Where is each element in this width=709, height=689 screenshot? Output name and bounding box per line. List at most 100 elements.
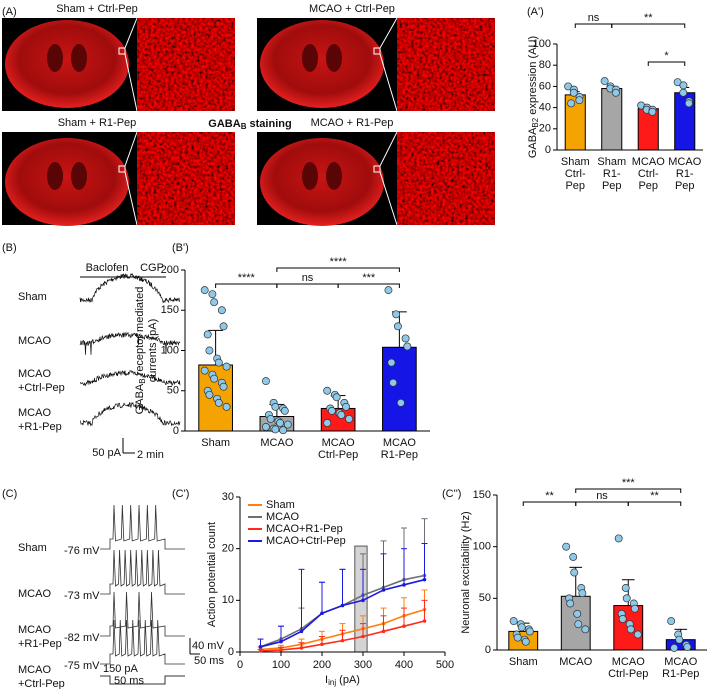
condition-label: MCAO + R1-Pep xyxy=(311,117,394,129)
x-tick-label: 100 xyxy=(272,659,290,671)
data-point xyxy=(562,542,571,551)
brain-ventricle xyxy=(71,44,87,72)
series-marker xyxy=(340,638,345,643)
brain-section xyxy=(260,138,384,226)
x-tick-label: Sham xyxy=(201,437,230,449)
data-point xyxy=(573,609,582,618)
panel-label: (B) xyxy=(2,242,17,254)
zoom-line xyxy=(124,171,138,226)
data-point xyxy=(266,414,275,423)
x-axis-label-part: I xyxy=(325,674,328,686)
staining-images xyxy=(2,17,495,227)
data-point xyxy=(393,322,402,331)
significance-label: ** xyxy=(650,490,659,502)
data-point xyxy=(210,298,219,307)
brain-section xyxy=(5,20,129,108)
group-label: +R1-Pep xyxy=(18,421,62,433)
y-tick-label: 50 xyxy=(167,385,179,397)
data-point xyxy=(521,637,530,646)
data-point xyxy=(276,419,285,427)
scale-label: 40 mV xyxy=(192,640,224,652)
y-tick-label: 150 xyxy=(161,304,179,316)
y-tick-label: 200 xyxy=(161,264,179,276)
series-marker xyxy=(320,642,324,647)
data-point xyxy=(332,393,341,402)
x-tick-label: Pep xyxy=(565,180,585,192)
y-tick-label: 0 xyxy=(228,646,234,658)
x-tick-label: MCAO xyxy=(260,437,293,449)
significance-bracket xyxy=(611,23,686,28)
significance-bracket xyxy=(276,267,400,272)
data-point xyxy=(675,635,684,644)
panel-label: (B') xyxy=(172,242,189,254)
x-tick-label: MCAO xyxy=(632,156,665,168)
legend-label: MCAO+Ctrl-Pep xyxy=(266,535,346,547)
drug-label: Baclofen xyxy=(86,262,129,274)
staining-label-part: B xyxy=(241,122,247,131)
data-point xyxy=(342,402,351,411)
brain-ventricle xyxy=(326,162,342,190)
data-point xyxy=(633,630,642,639)
y-axis-label-part: Action potential count xyxy=(206,522,218,627)
data-point xyxy=(261,423,270,431)
condition-label: Sham + Ctrl-Pep xyxy=(56,3,138,15)
brain-ventricle xyxy=(71,162,87,190)
group-label: MCAO xyxy=(18,664,51,676)
data-point xyxy=(611,88,620,97)
significance-label: ns xyxy=(588,12,600,24)
y-tick-label: 40 xyxy=(539,102,551,114)
legend-label: MCAO+R1-Pep xyxy=(266,523,343,535)
x-tick-label: R1- xyxy=(603,168,621,180)
data-point xyxy=(200,366,209,375)
x-tick-label: Ctrl-Pep xyxy=(608,668,648,680)
bar xyxy=(382,346,417,432)
group-label: MCAO xyxy=(18,588,51,600)
y-axis-label-part: receptor mediated xyxy=(134,287,146,379)
data-point xyxy=(323,386,332,395)
x-tick-label: 500 xyxy=(436,659,454,671)
y-tick-label: 100 xyxy=(473,541,491,553)
data-point xyxy=(600,77,609,86)
potential-label: -76 mV xyxy=(64,545,100,557)
significance-bracket xyxy=(575,501,629,506)
x-tick-label: Ctrl- xyxy=(565,168,586,180)
data-point xyxy=(222,362,231,371)
series-marker xyxy=(402,624,406,628)
data-point xyxy=(208,290,217,299)
staining-label-part: staining xyxy=(246,118,291,130)
zoom-image xyxy=(397,18,495,111)
data-point xyxy=(389,378,398,387)
zoom-marker xyxy=(373,165,381,173)
y-axis-label-part: B xyxy=(138,378,147,383)
data-point xyxy=(683,642,692,651)
group-label: MCAO xyxy=(18,624,51,636)
y-tick-label: 0 xyxy=(173,425,179,437)
y-tick-label: 0 xyxy=(545,144,551,156)
legend-label: MCAO xyxy=(266,511,299,523)
significance-label: *** xyxy=(622,477,636,489)
y-tick-label: 50 xyxy=(479,592,491,604)
brain-ventricle xyxy=(326,44,342,72)
x-tick-label: 300 xyxy=(354,659,372,671)
data-point xyxy=(630,604,639,613)
data-point xyxy=(214,398,223,407)
data-point xyxy=(525,627,534,636)
data-point xyxy=(648,107,657,116)
significance-label: ** xyxy=(545,490,554,502)
data-point xyxy=(567,99,576,108)
x-axis-label-part: (pA) xyxy=(336,674,360,686)
data-point xyxy=(401,334,410,343)
data-point xyxy=(271,425,280,434)
data-point xyxy=(323,419,332,427)
data-point xyxy=(337,410,346,419)
panel-label: (C') xyxy=(172,488,189,500)
zoom-line xyxy=(379,131,398,167)
current-trace xyxy=(79,402,181,427)
x-tick-label: Pep xyxy=(675,180,695,192)
data-point xyxy=(621,584,630,592)
data-point xyxy=(210,374,219,383)
significance-bracket xyxy=(574,23,613,28)
group-label: Sham xyxy=(18,291,47,303)
zoom-marker xyxy=(118,165,126,173)
scale-label: 2 min xyxy=(137,449,164,461)
